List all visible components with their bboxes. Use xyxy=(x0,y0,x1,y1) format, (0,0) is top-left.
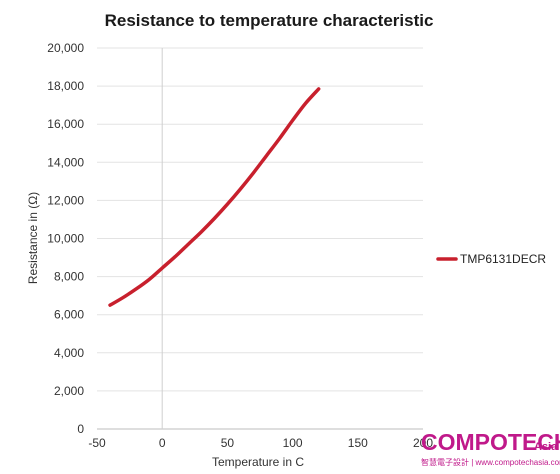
y-tick-label-2: 4,000 xyxy=(54,346,84,360)
x-axis-label: Temperature in C xyxy=(212,455,304,469)
y-tick-label-6: 12,000 xyxy=(47,193,84,207)
legend-label-tmp6131decr: TMP6131DECR xyxy=(460,252,546,266)
y-tick-label-5: 10,000 xyxy=(47,232,84,246)
x-tick-label-0: -50 xyxy=(88,436,106,450)
y-tick-label-7: 14,000 xyxy=(47,155,84,169)
x-tick-label-5: 200 xyxy=(413,436,433,450)
y-tick-labels: 0 2,000 4,000 6,000 8,000 10,000 12,000 14,000 1… xyxy=(47,41,84,436)
watermark-brand: COMPOTECH xyxy=(421,429,560,455)
series-lines xyxy=(108,87,321,307)
y-tick-label-4: 8,000 xyxy=(54,270,84,284)
legend: TMP6131DECR xyxy=(436,252,546,266)
y-tick-label-3: 6,000 xyxy=(54,308,84,322)
x-tick-label-3: 100 xyxy=(283,436,303,450)
x-tick-label-1: 0 xyxy=(159,436,166,450)
watermark-region: Asia xyxy=(534,441,558,453)
y-axis-label: Resistance in (Ω) xyxy=(26,192,40,284)
x-tick-labels: -50 0 50 100 150 200 xyxy=(88,436,433,450)
y-tick-label-10: 20,000 xyxy=(47,41,84,55)
y-tick-label-1: 2,000 xyxy=(54,384,84,398)
y-tick-label-9: 18,000 xyxy=(47,79,84,93)
x-tick-label-2: 50 xyxy=(221,436,235,450)
series-line-0 xyxy=(108,87,321,307)
y-tick-label-0: 0 xyxy=(77,422,84,436)
chart-title: Resistance to temperature characteristic xyxy=(105,11,434,30)
y-tick-label-8: 16,000 xyxy=(47,117,84,131)
x-tick-label-4: 150 xyxy=(348,436,368,450)
watermark-tagline: 智慧電子設計 | www.compotechasia.com xyxy=(421,457,560,467)
compotech-watermark: COMPOTECH Asia 智慧電子設計 | www.compotechasi… xyxy=(421,429,560,467)
gridlines xyxy=(97,47,423,430)
